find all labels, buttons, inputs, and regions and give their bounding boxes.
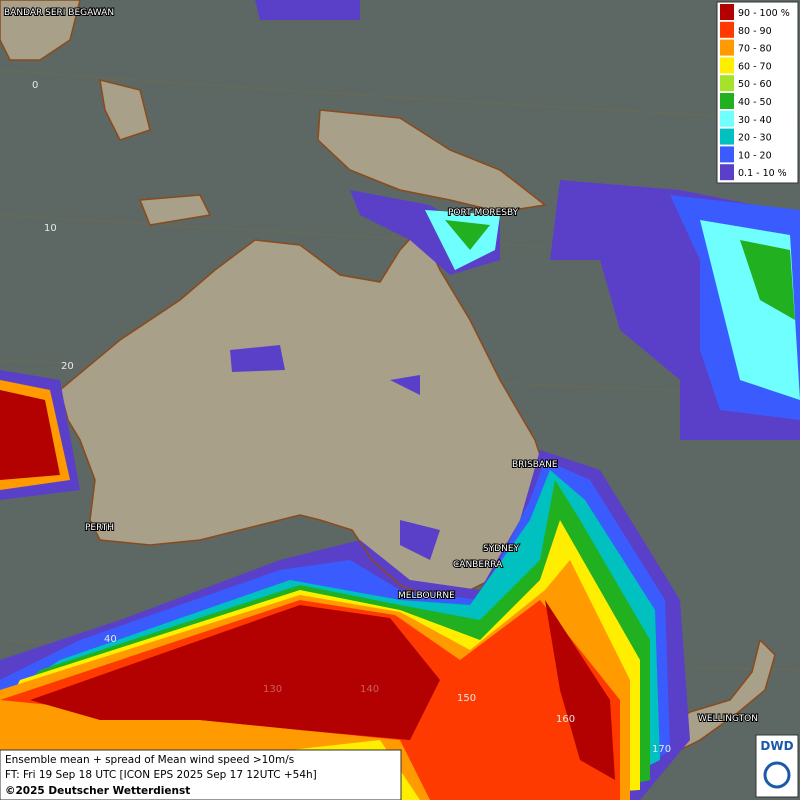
legend-swatch [720, 128, 734, 145]
grid-label: 130 [263, 684, 282, 695]
legend-label: 80 - 90 [738, 26, 772, 37]
legend-label: 40 - 50 [738, 97, 772, 108]
logo: DWD [755, 734, 799, 798]
caption: Ensemble mean + spread of Mean wind spee… [0, 749, 402, 800]
legend-label: 20 - 30 [738, 133, 772, 144]
logo-icon [763, 761, 791, 789]
caption-box [0, 749, 402, 800]
place-label: MELBOURNE [398, 591, 455, 601]
legend-label: 60 - 70 [738, 61, 772, 72]
coastline [351, 529, 431, 599]
place-label: PERTH [85, 523, 114, 533]
grid-label: 160 [556, 714, 575, 725]
grid-labels: 0 10 20 40 130 140 150 160 170 [32, 80, 671, 755]
legend-swatch [720, 75, 734, 92]
place-label: CANBERRA [453, 560, 503, 570]
place-labels: BANDAR SERI BEGAWAN PORT MORESBY BRISBAN… [3, 7, 759, 725]
legend-label: 50 - 60 [738, 79, 772, 90]
grid-label: 140 [360, 684, 379, 695]
grid-label: 150 [457, 693, 476, 704]
place-label: BANDAR SERI BEGAWAN [4, 8, 114, 18]
place-label: PORT MORESBY [448, 208, 519, 218]
place-label: SYDNEY [483, 544, 520, 554]
grid-label: 170 [652, 744, 671, 755]
legend-label: 90 - 100 % [738, 8, 790, 19]
legend-label: 30 - 40 [738, 115, 772, 126]
legend: 90 - 100 % 80 - 90 70 - 80 60 - 70 50 - 60 40… [716, 1, 799, 184]
legend-label: 10 - 20 [738, 150, 772, 161]
grid-label: 20 [61, 361, 74, 372]
grid-label: 10 [44, 223, 57, 234]
place-label: WELLINGTON [698, 714, 758, 724]
legend-swatch [720, 39, 734, 56]
caption-line: ©2025 Deutscher Wetterdienst [5, 785, 190, 797]
legend-swatch [720, 164, 734, 181]
caption-line: FT: Fri 19 Sep 18 UTC [ICON EPS 2025 Sep… [5, 769, 317, 781]
grid-label: 0 [32, 80, 38, 91]
legend-label: 0.1 - 10 % [738, 168, 787, 179]
legend-swatch [720, 4, 734, 20]
grid-label: 40 [104, 634, 117, 645]
legend-swatch [720, 146, 734, 163]
caption-line: Ensemble mean + spread of Mean wind spee… [5, 754, 294, 766]
place-label: BRISBANE [512, 460, 558, 470]
legend-swatch [720, 21, 734, 38]
legend-swatch [720, 93, 734, 109]
legend-label: 70 - 80 [738, 44, 772, 55]
logo-text: DWD [760, 739, 793, 753]
legend-swatch [720, 110, 734, 127]
legend-swatch [720, 57, 734, 74]
